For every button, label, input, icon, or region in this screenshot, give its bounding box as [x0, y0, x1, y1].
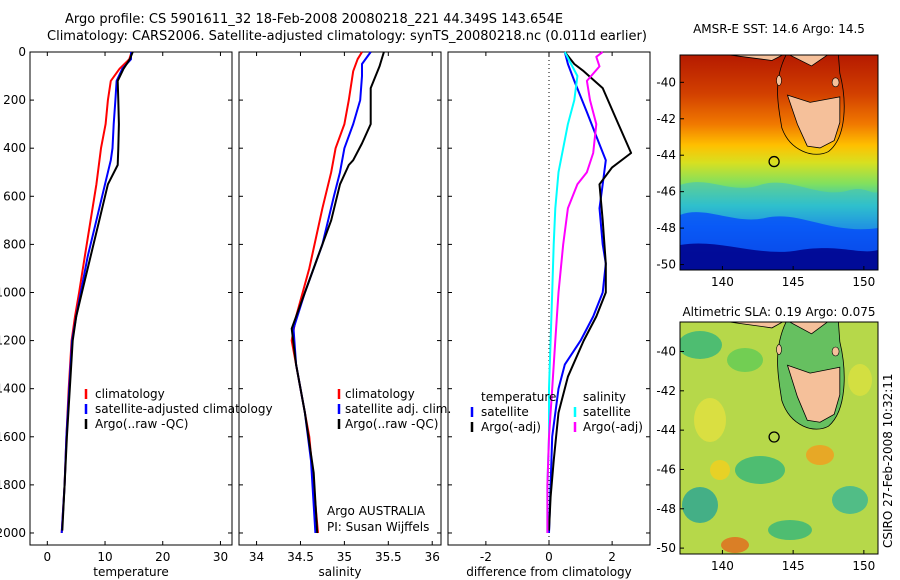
difference-series-3 — [546, 51, 604, 533]
sla-blob — [721, 537, 749, 553]
temperature-series-1 — [60, 52, 132, 534]
sla-map-xtick-label: 145 — [782, 559, 805, 573]
temperature-ytick-label: 200 — [3, 93, 26, 107]
sla-blob — [848, 364, 872, 396]
temperature-ytick-label: 600 — [3, 189, 26, 203]
sst-map-xtick-label: 150 — [852, 275, 875, 289]
climatology-subtitle: Climatology: CARS2006. Satellite-adjuste… — [47, 29, 647, 44]
sla-blob — [680, 331, 722, 359]
salinity-xlabel: salinity — [318, 565, 361, 579]
difference-series-1 — [548, 51, 633, 531]
sla-map-ytick-label: -48 — [656, 502, 676, 516]
sla-blob — [710, 460, 730, 480]
sla-blob — [727, 348, 763, 372]
salinity-series-0 — [290, 51, 363, 534]
sst-map-ytick-label: -48 — [656, 221, 676, 235]
temperature-ytick-label: 400 — [3, 141, 26, 155]
difference-xtick-label: -2 — [480, 550, 492, 564]
temperature-ytick-label: 1000 — [0, 285, 26, 299]
salinity-xtick-label: 35.5 — [375, 550, 402, 564]
temperature-ytick-label: 1200 — [0, 334, 26, 348]
sst-map-ytick-label: -40 — [656, 75, 676, 89]
legend-left-label-0: satellite — [481, 405, 529, 419]
sla-map-axes-box — [679, 321, 879, 555]
sst-map-ytick-label: -42 — [656, 112, 676, 126]
mainland-land — [729, 322, 829, 335]
sst-map-xtick-label: 145 — [782, 275, 805, 289]
temperature-xtick-label: 10 — [97, 550, 112, 564]
flinders-island — [831, 346, 840, 357]
sla-blob — [768, 520, 812, 540]
sst-map-title: AMSR-E SST: 14.6 Argo: 14.5 — [693, 22, 865, 36]
mainland-land — [729, 55, 829, 67]
temperature-xlabel: temperature — [93, 565, 168, 579]
legend-right-label-0: satellite — [583, 405, 631, 419]
legend-header-salinity: salinity — [583, 390, 626, 404]
legend-label-2: Argo(..raw -QC) — [95, 417, 188, 431]
sst-cold-deep — [680, 243, 878, 270]
sla-map-xtick-label: 150 — [852, 559, 875, 573]
salinity-series-2 — [290, 51, 385, 534]
sla-map-ytick-label: -50 — [656, 541, 676, 555]
temperature-series-0 — [60, 51, 133, 534]
salinity-xtick-label: 34 — [249, 550, 264, 564]
salinity-xtick-label: 35 — [337, 550, 352, 564]
sla-map-ytick-label: -42 — [656, 384, 676, 398]
legend-left-label-1: Argo(-adj) — [481, 420, 541, 434]
difference-xtick-label: 2 — [608, 550, 616, 564]
temperature-xtick-label: 30 — [213, 550, 228, 564]
sla-map-ytick-label: -44 — [656, 423, 676, 437]
sst-map-axes-box — [679, 54, 879, 271]
difference-xlabel: difference from climatology — [466, 565, 632, 579]
salinity-xtick-label: 36 — [425, 550, 440, 564]
legend-label-1: satellite-adjusted climatology — [95, 402, 273, 416]
difference-xtick-label: 0 — [545, 550, 553, 564]
argo-australia-label: Argo AUSTRALIA — [327, 504, 426, 518]
sla-map-title: Altimetric SLA: 0.19 Argo: 0.075 — [682, 305, 875, 319]
shelf-contour — [777, 55, 845, 155]
sst-map-xtick-label: 140 — [711, 275, 734, 289]
flinders-island — [831, 77, 840, 88]
legend-label-1: satellite adj. clim. — [345, 402, 451, 416]
temperature-ytick-label: 2000 — [0, 526, 26, 540]
legend-label-0: climatology — [345, 387, 415, 401]
legend-right-label-1: Argo(-adj) — [583, 420, 643, 434]
sla-blob — [806, 445, 834, 465]
temperature-xtick-label: 0 — [43, 550, 51, 564]
credit-stamp: CSIRO 27-Feb-2008 10:32:11 — [881, 373, 895, 548]
sla-blob — [735, 456, 785, 484]
salinity-axes-box — [238, 51, 442, 546]
sst-map-argo-marker — [768, 155, 780, 168]
sst-map-ytick-label: -50 — [656, 258, 676, 272]
legend-label-0: climatology — [95, 387, 165, 401]
king-island — [776, 75, 782, 86]
sla-map-argo-marker — [768, 431, 780, 443]
sla-blob — [694, 398, 726, 442]
sla-map-ytick-label: -40 — [656, 344, 676, 358]
temperature-xtick-label: 20 — [155, 550, 170, 564]
sla-map-xtick-label: 140 — [711, 559, 734, 573]
pi-label: PI: Susan Wijffels — [327, 520, 429, 534]
difference-series-2 — [546, 51, 579, 533]
tasmania-land — [786, 364, 841, 423]
tasmania-land — [786, 94, 841, 149]
sla-blob — [832, 486, 868, 514]
legend-header-temperature: temperature — [481, 390, 556, 404]
temperature-ytick-label: 1600 — [0, 430, 26, 444]
sla-blob — [682, 487, 718, 523]
sst-map-ytick-label: -46 — [656, 185, 676, 199]
king-island — [776, 344, 782, 355]
temperature-series-2 — [61, 51, 134, 531]
temperature-ytick-label: 800 — [3, 237, 26, 251]
sst-map-ytick-label: -44 — [656, 148, 676, 162]
legend-label-2: Argo(..raw -QC) — [345, 417, 438, 431]
temperature-ytick-label: 1800 — [0, 478, 26, 492]
sla-map-ytick-label: -46 — [656, 462, 676, 476]
temperature-ytick-label: 1400 — [0, 382, 26, 396]
salinity-xtick-label: 34.5 — [287, 550, 314, 564]
temperature-axes-box — [29, 51, 233, 546]
temperature-ytick-label: 0 — [18, 45, 26, 59]
profile-title: Argo profile: CS 5901611_32 18-Feb-2008 … — [65, 12, 564, 27]
